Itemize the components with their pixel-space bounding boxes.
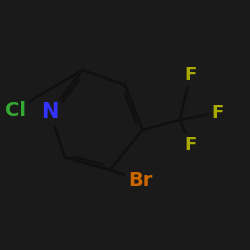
- Text: Cl: Cl: [4, 100, 25, 119]
- Text: F: F: [212, 104, 224, 122]
- Text: Br: Br: [128, 170, 152, 190]
- Text: N: N: [41, 102, 59, 122]
- Text: F: F: [184, 136, 196, 154]
- Text: F: F: [184, 66, 196, 84]
